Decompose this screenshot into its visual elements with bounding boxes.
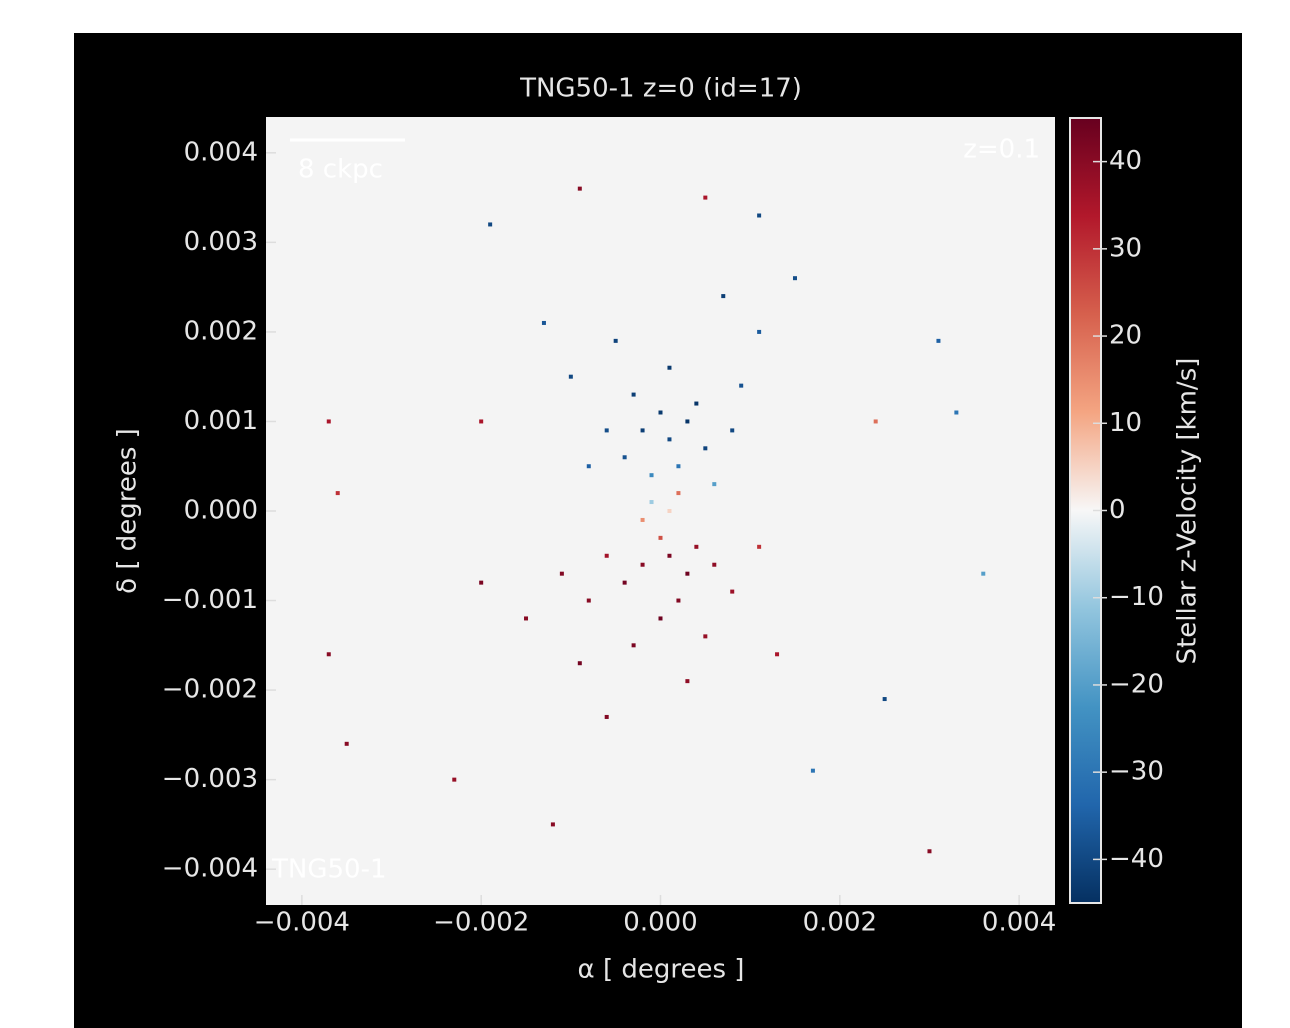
x-tick-label: −0.002 bbox=[433, 908, 529, 938]
particle bbox=[954, 410, 959, 415]
particle bbox=[577, 186, 582, 191]
colorbar-tick-label: −20 bbox=[1109, 669, 1164, 699]
redshift-label: z=0.1 bbox=[963, 135, 1040, 165]
y-tick-label: −0.001 bbox=[162, 585, 258, 615]
particle bbox=[586, 464, 591, 469]
particle bbox=[335, 491, 340, 496]
particle bbox=[550, 822, 555, 827]
particle bbox=[649, 473, 654, 478]
particle bbox=[622, 580, 627, 585]
particle bbox=[524, 616, 529, 621]
particle bbox=[712, 482, 717, 487]
particle bbox=[703, 634, 708, 639]
particle bbox=[936, 338, 941, 343]
particle bbox=[649, 500, 654, 505]
particle bbox=[757, 544, 762, 549]
particle bbox=[541, 320, 546, 325]
particle bbox=[658, 535, 663, 540]
plot-area bbox=[266, 117, 1055, 905]
particle bbox=[792, 276, 797, 281]
particle bbox=[757, 213, 762, 218]
particle bbox=[479, 580, 484, 585]
particle bbox=[981, 571, 986, 576]
particle bbox=[604, 714, 609, 719]
particle bbox=[326, 652, 331, 657]
particle bbox=[658, 616, 663, 621]
particle bbox=[676, 598, 681, 603]
particle bbox=[810, 768, 815, 773]
particle bbox=[757, 329, 762, 334]
particle bbox=[658, 410, 663, 415]
particle bbox=[703, 195, 708, 200]
particle bbox=[712, 562, 717, 567]
y-tick-label: 0.004 bbox=[184, 137, 258, 167]
particle bbox=[488, 222, 493, 227]
particle bbox=[730, 428, 735, 433]
particle bbox=[640, 428, 645, 433]
particle bbox=[676, 491, 681, 496]
particle bbox=[685, 679, 690, 684]
y-tick-label: 0.001 bbox=[184, 406, 258, 436]
particle bbox=[479, 419, 484, 424]
colorbar-tick-label: 10 bbox=[1109, 408, 1142, 438]
particle bbox=[326, 419, 331, 424]
particle bbox=[568, 374, 573, 379]
particle bbox=[640, 562, 645, 567]
colorbar-tick-label: −30 bbox=[1109, 757, 1164, 787]
colorbar-label: Stellar z-Velocity [km/s] bbox=[1173, 358, 1203, 665]
particle bbox=[694, 401, 699, 406]
particle bbox=[703, 446, 708, 451]
particle bbox=[559, 571, 564, 576]
colorbar-tick-label: 0 bbox=[1109, 495, 1126, 525]
x-tick-label: 0.000 bbox=[623, 908, 697, 938]
particle bbox=[927, 849, 932, 854]
particle bbox=[613, 338, 618, 343]
y-tick-label: −0.004 bbox=[162, 854, 258, 884]
particle bbox=[667, 437, 672, 442]
particle bbox=[739, 383, 744, 388]
particle bbox=[730, 589, 735, 594]
x-tick-label: −0.004 bbox=[254, 908, 350, 938]
particle bbox=[667, 509, 672, 513]
colorbar-tick-label: −10 bbox=[1109, 582, 1164, 612]
particle bbox=[685, 571, 690, 576]
x-tick-label: 0.004 bbox=[982, 908, 1056, 938]
particle bbox=[775, 652, 780, 657]
particle bbox=[685, 419, 690, 424]
particle bbox=[631, 392, 636, 397]
particle bbox=[604, 553, 609, 558]
y-tick-label: 0.002 bbox=[184, 316, 258, 346]
y-tick-label: −0.003 bbox=[162, 764, 258, 794]
particle bbox=[577, 661, 582, 666]
scale-label: 8 ckpc bbox=[298, 155, 383, 185]
particle bbox=[640, 517, 645, 522]
colorbar-tick-label: 30 bbox=[1109, 233, 1142, 263]
particle bbox=[344, 741, 349, 746]
particle bbox=[631, 643, 636, 648]
particle bbox=[604, 428, 609, 433]
particle bbox=[882, 697, 887, 702]
particle bbox=[873, 419, 878, 424]
particle bbox=[667, 553, 672, 558]
particle bbox=[667, 365, 672, 370]
particle bbox=[452, 777, 457, 782]
y-tick-label: 0.000 bbox=[184, 496, 258, 526]
y-axis-label: δ [ degrees ] bbox=[113, 428, 143, 594]
particle bbox=[622, 455, 627, 460]
chart-title: TNG50-1 z=0 (id=17) bbox=[519, 74, 802, 104]
simulation-label: TNG50-1 bbox=[271, 855, 387, 885]
y-tick-label: −0.002 bbox=[162, 675, 258, 705]
particle bbox=[676, 464, 681, 469]
colorbar-tick-label: 40 bbox=[1109, 146, 1142, 176]
colorbar-tick-label: −40 bbox=[1109, 844, 1164, 874]
particle bbox=[694, 544, 699, 549]
x-axis-label: α [ degrees ] bbox=[578, 955, 745, 985]
particle bbox=[721, 294, 726, 299]
colorbar-tick-label: 20 bbox=[1109, 321, 1142, 351]
x-tick-label: 0.002 bbox=[803, 908, 877, 938]
particle bbox=[586, 598, 591, 603]
y-tick-label: 0.003 bbox=[184, 227, 258, 257]
